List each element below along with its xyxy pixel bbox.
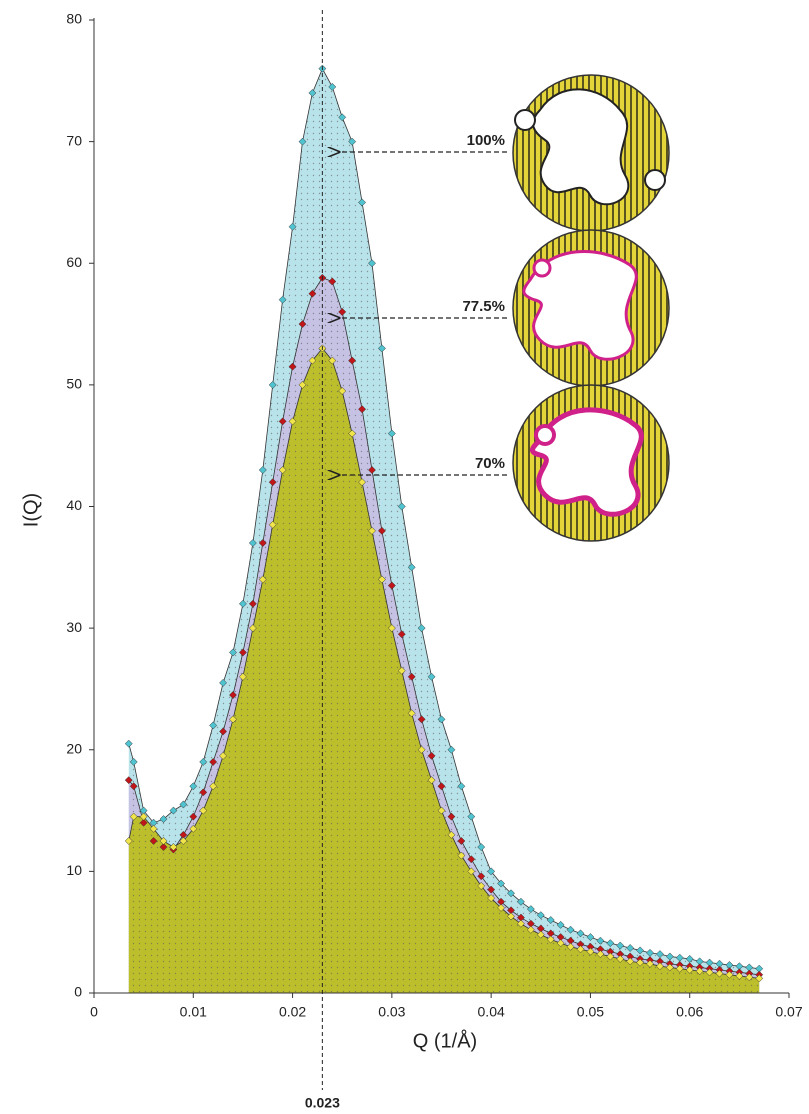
x-tick-label: 0.03: [378, 1004, 405, 1020]
y-tick-label: 20: [66, 740, 82, 756]
y-tick-label: 10: [66, 862, 82, 878]
chart: I(Q) Q (1/Å) 0 10 20 30 40 50 60 70 80 0 0.01 0.02 0…: [0, 0, 809, 1114]
x-tick-label: 0.01: [180, 1004, 207, 1020]
x-tick-label: 0.05: [577, 1004, 604, 1020]
x-tick-label: 0.06: [676, 1004, 703, 1020]
morphology-insets: [513, 75, 669, 541]
x-tick-label: 0: [90, 1004, 98, 1020]
data-point: [125, 740, 132, 747]
series-label: 77.5%: [462, 298, 505, 315]
y-tick-label: 70: [66, 132, 82, 148]
y-tick-label: 50: [66, 376, 82, 392]
inset-77: [513, 230, 669, 386]
y-tick-label: 60: [66, 254, 82, 270]
x-tick-label: 0.02: [279, 1004, 306, 1020]
series-label: 100%: [467, 132, 505, 149]
inset-100: [513, 75, 669, 231]
y-tick-label: 80: [66, 11, 82, 27]
x-axis-title: Q (1/Å): [413, 1029, 477, 1052]
series-label: 70%: [475, 455, 505, 472]
x-tick-label: 0.04: [478, 1004, 505, 1020]
plot-area: [125, 65, 763, 993]
y-tick-label: 40: [66, 497, 82, 513]
y-tick-label: 30: [66, 619, 82, 635]
reference-label: 0.023: [305, 1095, 340, 1111]
inset-70: [513, 385, 669, 541]
y-axis-title: I(Q): [20, 493, 42, 527]
x-tick-label: 0.07: [775, 1004, 802, 1020]
y-tick-label: 0: [74, 984, 82, 1000]
